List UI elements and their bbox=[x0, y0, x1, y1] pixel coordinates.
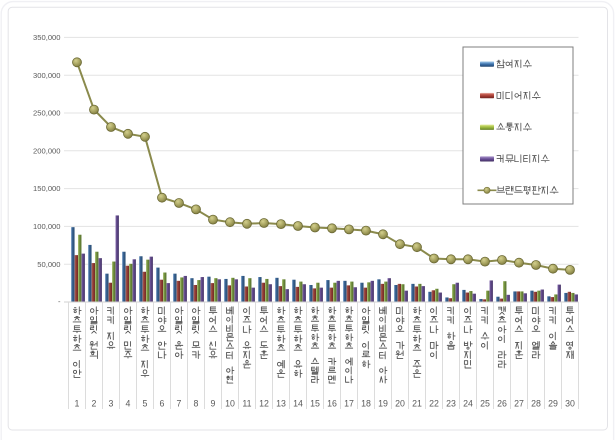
svg-text:21: 21 bbox=[412, 398, 422, 408]
svg-text:-: - bbox=[58, 297, 61, 306]
svg-text:50,000: 50,000 bbox=[37, 260, 60, 269]
svg-text:25: 25 bbox=[480, 398, 490, 408]
svg-text:19: 19 bbox=[378, 398, 388, 408]
svg-text:5: 5 bbox=[143, 398, 148, 408]
svg-text:7: 7 bbox=[177, 398, 182, 408]
svg-text:350,000: 350,000 bbox=[33, 33, 60, 42]
svg-text:1: 1 bbox=[75, 398, 80, 408]
svg-text:29: 29 bbox=[548, 398, 558, 408]
svg-text:22: 22 bbox=[429, 398, 439, 408]
svg-text:16: 16 bbox=[327, 398, 337, 408]
svg-text:8: 8 bbox=[194, 398, 199, 408]
svg-text:9: 9 bbox=[211, 398, 216, 408]
svg-text:18: 18 bbox=[361, 398, 371, 408]
svg-text:150,000: 150,000 bbox=[33, 184, 60, 193]
svg-text:13: 13 bbox=[276, 398, 286, 408]
svg-text:100,000: 100,000 bbox=[33, 222, 60, 231]
svg-text:23: 23 bbox=[446, 398, 456, 408]
svg-text:30: 30 bbox=[565, 398, 575, 408]
svg-text:300,000: 300,000 bbox=[33, 71, 60, 80]
svg-text:3: 3 bbox=[109, 398, 114, 408]
svg-text:6: 6 bbox=[160, 398, 165, 408]
svg-text:15: 15 bbox=[310, 398, 320, 408]
svg-text:14: 14 bbox=[293, 398, 303, 408]
svg-text:11: 11 bbox=[242, 398, 251, 408]
svg-text:17: 17 bbox=[344, 398, 354, 408]
svg-text:2: 2 bbox=[92, 398, 97, 408]
svg-text:28: 28 bbox=[531, 398, 541, 408]
svg-text:20: 20 bbox=[395, 398, 405, 408]
svg-text:26: 26 bbox=[497, 398, 507, 408]
svg-text:250,000: 250,000 bbox=[33, 109, 60, 118]
svg-text:24: 24 bbox=[463, 398, 473, 408]
svg-text:27: 27 bbox=[514, 398, 524, 408]
svg-text:200,000: 200,000 bbox=[33, 146, 60, 155]
svg-text:12: 12 bbox=[259, 398, 269, 408]
svg-text:4: 4 bbox=[126, 398, 131, 408]
svg-text:10: 10 bbox=[225, 398, 235, 408]
